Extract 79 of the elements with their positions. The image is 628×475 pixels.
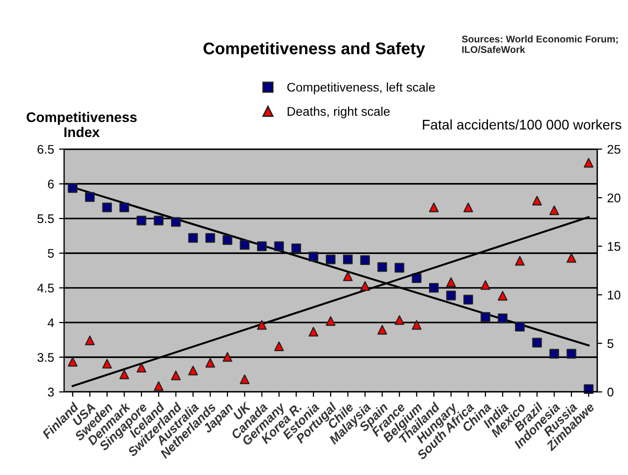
point [498, 290, 508, 301]
y-tick-label: 3.5 [37, 353, 54, 362]
point [308, 326, 318, 337]
point [584, 158, 594, 168]
point [429, 202, 439, 212]
point [136, 362, 146, 372]
point [532, 338, 542, 348]
point [566, 253, 576, 263]
point [377, 324, 388, 335]
point [412, 320, 422, 330]
y-tick-label: 5.5 [37, 214, 54, 224]
y-tick-label: 5 [48, 249, 54, 258]
point [188, 233, 198, 243]
point [429, 283, 439, 293]
point [85, 336, 95, 346]
point [394, 262, 404, 273]
point [102, 202, 112, 212]
point [308, 252, 318, 262]
point [205, 233, 216, 243]
point [343, 254, 353, 264]
point [102, 358, 112, 369]
point [68, 183, 78, 193]
point [326, 316, 336, 326]
point [274, 341, 284, 352]
point [222, 352, 232, 362]
point [446, 290, 456, 300]
point [514, 256, 525, 266]
point [154, 216, 164, 226]
legend-label: Deaths, right scale [288, 106, 390, 118]
point [171, 217, 181, 227]
point [154, 381, 164, 391]
source-note: Sources: World Economic Forum; ILO/SafeWork [462, 35, 618, 54]
y2-tick-label: 20 [608, 193, 620, 202]
point [549, 205, 560, 216]
point [119, 370, 130, 380]
legend-label: Competitiveness, left scale [287, 82, 435, 94]
point [514, 322, 525, 332]
point [222, 235, 232, 245]
point [532, 196, 542, 206]
point [205, 358, 216, 368]
point [326, 254, 336, 264]
point [291, 243, 302, 254]
point [343, 272, 353, 282]
point [85, 192, 95, 202]
point [188, 366, 198, 376]
point [257, 241, 267, 252]
y-tick-label: 4.5 [37, 284, 54, 292]
point [360, 281, 370, 291]
point [446, 277, 456, 287]
y2-tick-label: 0 [607, 388, 614, 397]
y-tick-label: 6.5 [38, 144, 54, 154]
point [136, 216, 146, 226]
chart-title: Competitiveness and Safety [204, 42, 426, 58]
y2-tick-label: 5 [607, 339, 614, 348]
point [480, 280, 490, 290]
y-tick-label: 6 [48, 180, 54, 188]
point [463, 294, 474, 304]
y-axis-title: Competitiveness Index [26, 112, 137, 138]
point [377, 262, 388, 272]
y-tick-label: 3 [48, 388, 54, 397]
point [240, 374, 250, 384]
point [240, 240, 250, 250]
y2-tick-label: 10 [608, 290, 620, 300]
y-tick-label: 4 [48, 318, 54, 328]
point [498, 314, 508, 324]
point [274, 241, 284, 252]
point [171, 370, 181, 380]
y2-tick-label: 25 [608, 144, 620, 154]
point [480, 312, 490, 322]
point [394, 315, 404, 325]
y2-axis-title: Fatal accidents/100 000 workers [422, 119, 622, 130]
point [463, 202, 474, 212]
point [257, 320, 267, 330]
point [566, 348, 576, 359]
y2-tick-label: 15 [608, 242, 620, 251]
point [68, 356, 78, 367]
point [119, 202, 130, 212]
point [360, 255, 370, 265]
point [549, 348, 560, 359]
